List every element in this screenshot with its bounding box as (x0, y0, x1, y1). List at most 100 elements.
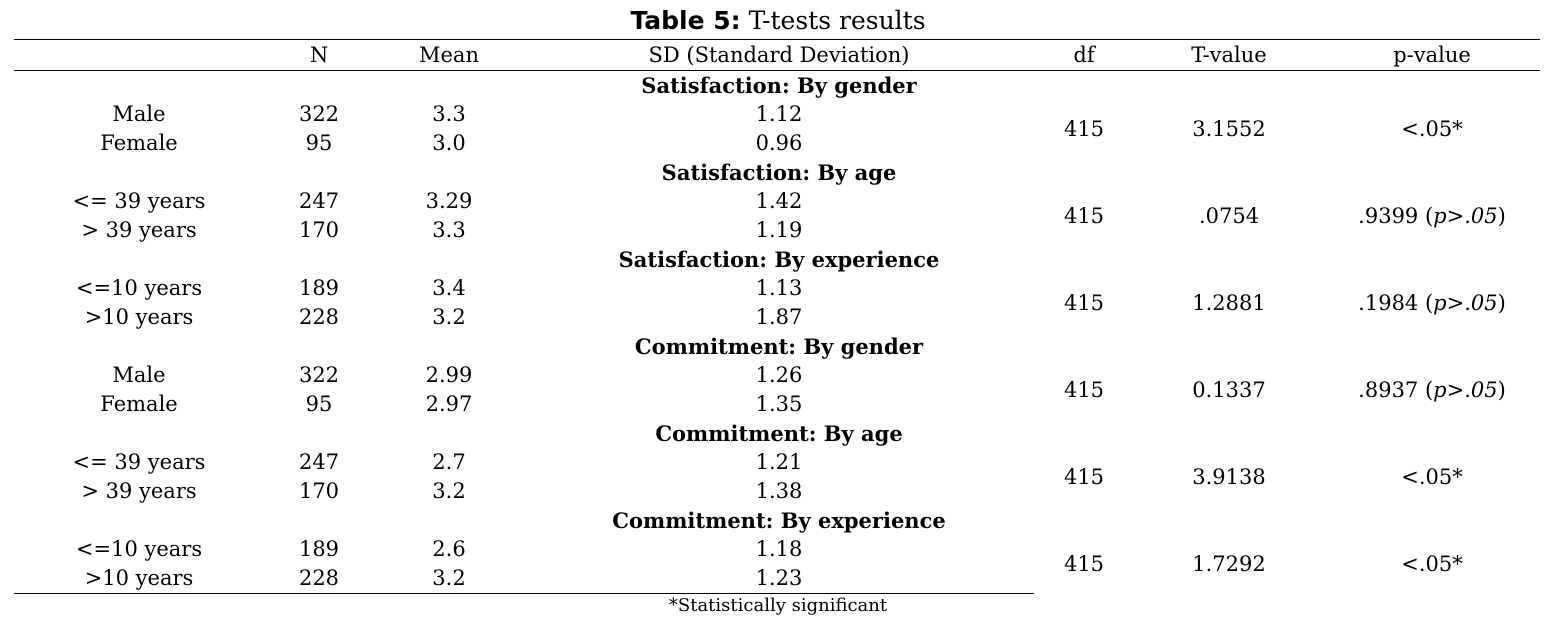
column-header: T-value (1134, 39, 1324, 71)
empty-cell (1134, 332, 1324, 361)
empty-cell (374, 245, 524, 274)
mean-cell: 3.0 (432, 131, 466, 155)
mean-cell: 2.6 (432, 537, 466, 561)
p-value-cell: <.05* (1324, 448, 1540, 506)
p-value: .8937 (1358, 377, 1419, 402)
empty-cell (1134, 419, 1324, 448)
empty-cell (14, 158, 264, 187)
ttest-results-table: N Mean SD (Standard Deviation) df T-valu… (14, 39, 1540, 594)
empty-cell (1324, 158, 1540, 187)
p-value-cell: .9399 (p>.05) (1358, 203, 1506, 228)
empty-cell (14, 419, 264, 448)
table-row: >10 years 228 3.2 1.23 (14, 564, 1540, 594)
mean-cell: 3.4 (432, 276, 466, 300)
table-row: Male 322 3.3 1.12 415 3.1552 <.05* (14, 100, 1540, 141)
column-header: df (1034, 39, 1134, 71)
sd-cell: 1.87 (755, 305, 803, 329)
sd-cell: 1.23 (524, 564, 1034, 594)
table-body: Satisfaction: By gender Male 322 3.3 1.12 415… (14, 71, 1540, 594)
df-cell: 415 (1063, 290, 1105, 315)
section-row: Commitment: By age (14, 419, 1540, 448)
sd-cell: 1.12 (755, 102, 803, 126)
empty-cell (14, 71, 264, 101)
empty-cell (374, 332, 524, 361)
df-cell: 415 (1063, 551, 1105, 576)
section-title: Satisfaction: By gender (641, 73, 917, 98)
sd-cell: 1.26 (755, 363, 803, 387)
column-header (14, 39, 264, 71)
group-cell: Female (100, 131, 178, 155)
section-row: Commitment: By experience (14, 506, 1540, 535)
p-value: .1984 (1358, 290, 1419, 315)
empty-cell (264, 419, 374, 448)
header-row: N Mean SD (Standard Deviation) df T-valu… (14, 39, 1540, 71)
table-row: Male 322 2.99 1.26 415 0.1337 .8937 (p>.05) (14, 361, 1540, 402)
group-cell: Male (112, 363, 166, 387)
sd-cell: 0.96 (755, 131, 803, 155)
section-title: Commitment: By gender (634, 334, 924, 359)
p-value: <.05* (1401, 464, 1463, 489)
p-value-note: p>.05 (1433, 203, 1498, 228)
mean-cell: 3.2 (432, 305, 466, 329)
t-value-cell: 1.2881 (1192, 290, 1266, 315)
mean-cell: 3.3 (432, 102, 466, 126)
group-cell: <= 39 years (72, 450, 206, 474)
column-header: SD (Standard Deviation) (524, 39, 1034, 71)
p-value-cell: .8937 (p>.05) (1358, 377, 1506, 402)
df-cell: 415 (1063, 377, 1105, 402)
table-row: > 39 years 170 3.3 1.19 (14, 216, 1540, 245)
t-value-cell: 1.7292 (1192, 551, 1266, 576)
table-row: >10 years 228 3.2 1.87 (14, 303, 1540, 332)
empty-cell (14, 332, 264, 361)
group-cell: <= 39 years (72, 189, 206, 213)
table-row: <= 39 years 247 2.7 1.21 415 3.9138 <.05* (14, 448, 1540, 489)
empty-cell (264, 332, 374, 361)
mean-cell: 2.7 (432, 450, 466, 474)
empty-cell (1324, 419, 1540, 448)
n-cell: 228 (298, 305, 340, 329)
empty-cell (1134, 71, 1324, 101)
mean-cell: 2.97 (425, 392, 473, 416)
section-row: Satisfaction: By gender (14, 71, 1540, 101)
empty-cell (1034, 332, 1134, 361)
p-value-cell: <.05* (1324, 100, 1540, 158)
df-cell: 415 (1063, 116, 1105, 141)
n-cell: 95 (305, 131, 333, 155)
p-value: <.05* (1401, 551, 1463, 576)
n-cell: 322 (298, 363, 340, 387)
empty-cell (374, 419, 524, 448)
empty-cell (264, 245, 374, 274)
empty-cell (14, 245, 264, 274)
df-cell: 415 (1063, 464, 1105, 489)
n-cell: 247 (298, 189, 340, 213)
table-caption: Table 5: T-tests results (0, 4, 1556, 38)
t-value-cell: .0754 (1198, 203, 1260, 228)
sd-cell: 1.38 (755, 479, 803, 503)
mean-cell: 3.3 (432, 218, 466, 242)
n-cell: 95 (305, 392, 333, 416)
empty-cell (1134, 506, 1324, 535)
p-value-cell: <.05* (1324, 535, 1540, 594)
section-title: Satisfaction: By age (661, 160, 897, 185)
empty-cell (374, 158, 524, 187)
section-title: Commitment: By experience (612, 508, 946, 533)
section-row: Commitment: By gender (14, 332, 1540, 361)
p-value-note: p>.05 (1433, 377, 1498, 402)
sd-cell: 1.13 (755, 276, 803, 300)
t-value-cell: 3.1552 (1192, 116, 1266, 141)
group-cell: >10 years (14, 564, 264, 594)
empty-cell (264, 158, 374, 187)
empty-cell (1034, 158, 1134, 187)
table-row: <=10 years 189 3.4 1.13 415 1.2881 .1984 (p>.0… (14, 274, 1540, 315)
empty-cell (1134, 245, 1324, 274)
p-value-cell: .1984 (p>.05) (1358, 290, 1506, 315)
group-cell: > 39 years (81, 218, 197, 242)
t-value-cell: 3.9138 (1192, 464, 1266, 489)
empty-cell (1034, 419, 1134, 448)
group-cell: >10 years (84, 305, 194, 329)
n-cell: 228 (264, 564, 374, 594)
section-row: Satisfaction: By experience (14, 245, 1540, 274)
empty-cell (264, 506, 374, 535)
table-row: <=10 years 189 2.6 1.18 415 1.7292 <.05* (14, 535, 1540, 576)
empty-cell (264, 71, 374, 101)
